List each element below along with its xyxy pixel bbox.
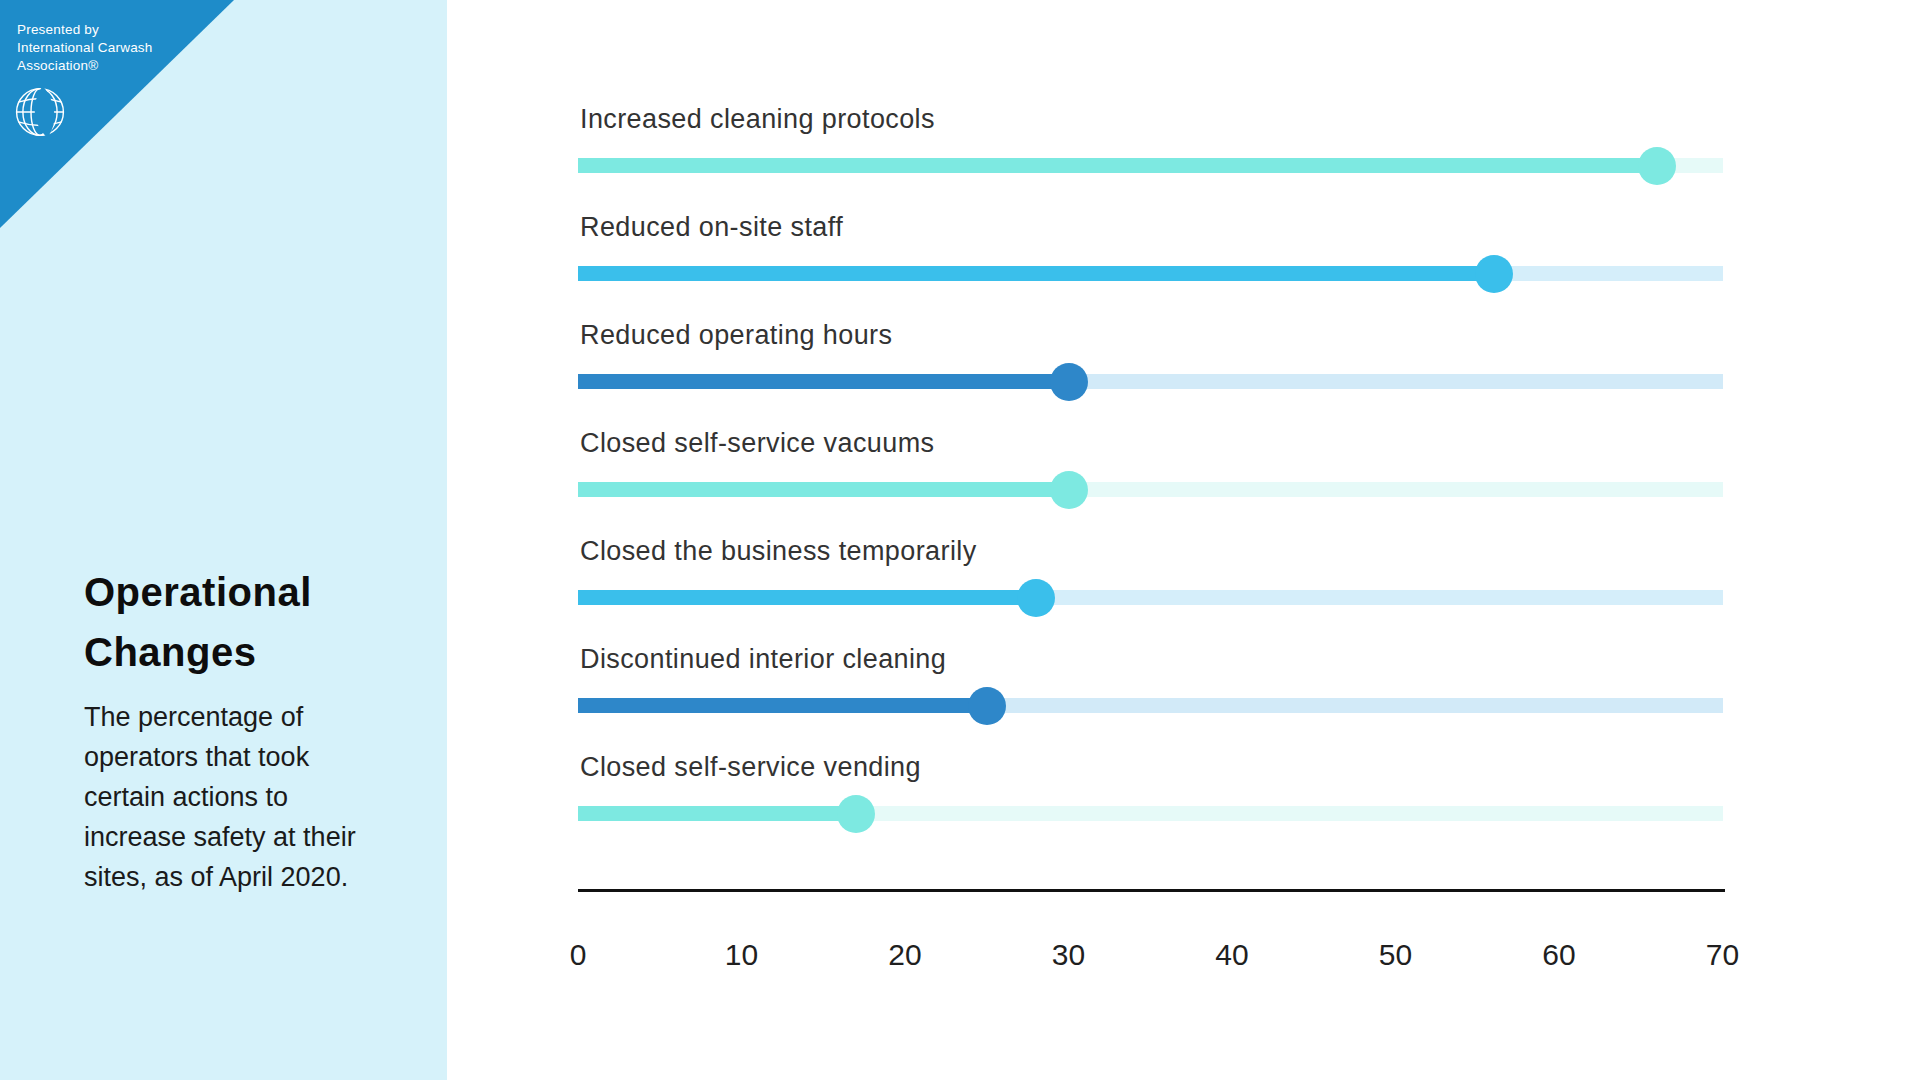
- row-value-bar: [578, 266, 1494, 281]
- row-label: Increased cleaning protocols: [580, 104, 935, 135]
- infographic-root: Presented by International Carwash Assoc…: [0, 0, 1920, 1080]
- row-value-bar: [578, 806, 856, 821]
- x-axis-tick-label: 20: [888, 938, 921, 972]
- row-value-bar: [578, 158, 1657, 173]
- row-value-dot: [968, 687, 1006, 725]
- row-value-dot: [1017, 579, 1055, 617]
- x-axis-tick-label: 60: [1542, 938, 1575, 972]
- row-value-bar: [578, 590, 1036, 605]
- row-label: Closed the business temporarily: [580, 536, 977, 567]
- row-label: Reduced on-site staff: [580, 212, 843, 243]
- row-value-dot: [1050, 363, 1088, 401]
- x-axis-tick-label: 0: [570, 938, 587, 972]
- row-value-dot: [837, 795, 875, 833]
- row-label: Discontinued interior cleaning: [580, 644, 946, 675]
- x-axis-tick-label: 10: [725, 938, 758, 972]
- row-value-bar: [578, 698, 987, 713]
- row-value-bar: [578, 374, 1069, 389]
- row-label: Reduced operating hours: [580, 320, 892, 351]
- row-label: Closed self-service vending: [580, 752, 921, 783]
- row-value-dot: [1475, 255, 1513, 293]
- x-axis-tick-label: 40: [1215, 938, 1248, 972]
- x-axis-tick-label: 70: [1706, 938, 1739, 972]
- x-axis-tick-label: 30: [1052, 938, 1085, 972]
- row-value-dot: [1050, 471, 1088, 509]
- row-value-dot: [1638, 147, 1676, 185]
- chart-area: Increased cleaning protocols Reduced on-s…: [0, 0, 1920, 1080]
- row-label: Closed self-service vacuums: [580, 428, 934, 459]
- row-value-bar: [578, 482, 1069, 497]
- x-axis-tick-label: 50: [1379, 938, 1412, 972]
- x-axis-line: [578, 889, 1725, 892]
- lollipop-chart: Increased cleaning protocols Reduced on-s…: [578, 0, 1778, 1080]
